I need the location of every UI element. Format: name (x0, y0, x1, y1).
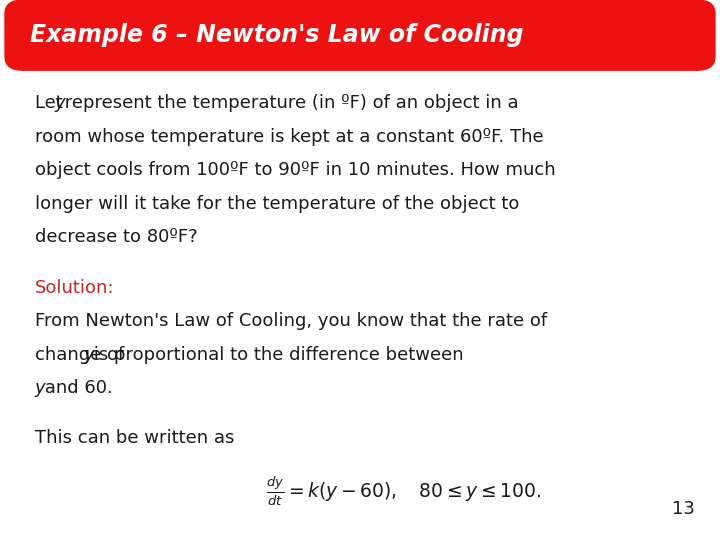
Text: Example 6 – Newton's Law of Cooling: Example 6 – Newton's Law of Cooling (30, 23, 523, 47)
FancyBboxPatch shape (5, 0, 715, 70)
Text: From Newton's Law of Cooling, you know that the rate of: From Newton's Law of Cooling, you know t… (35, 312, 546, 330)
Text: Let: Let (35, 94, 68, 112)
Text: $\frac{dy}{dt} = k(y - 60), \quad 80 \leq y \leq 100.$: $\frac{dy}{dt} = k(y - 60), \quad 80 \le… (266, 475, 542, 508)
Text: represent the temperature (in ºF) of an object in a: represent the temperature (in ºF) of an … (59, 94, 518, 112)
Text: y: y (84, 346, 94, 363)
Text: and 60.: and 60. (40, 379, 113, 397)
Text: This can be written as: This can be written as (35, 429, 234, 447)
Text: y: y (54, 94, 65, 112)
Text: longer will it take for the temperature of the object to: longer will it take for the temperature … (35, 195, 519, 213)
Text: y: y (35, 379, 45, 397)
Text: 13: 13 (672, 501, 695, 518)
Text: Solution:: Solution: (35, 279, 114, 296)
Text: room whose temperature is kept at a constant 60ºF. The: room whose temperature is kept at a cons… (35, 128, 543, 146)
Text: is proportional to the difference between: is proportional to the difference betwee… (88, 346, 464, 363)
Text: object cools from 100ºF to 90ºF in 10 minutes. How much: object cools from 100ºF to 90ºF in 10 mi… (35, 161, 555, 179)
Text: change of: change of (35, 346, 130, 363)
Text: decrease to 80ºF?: decrease to 80ºF? (35, 228, 197, 246)
